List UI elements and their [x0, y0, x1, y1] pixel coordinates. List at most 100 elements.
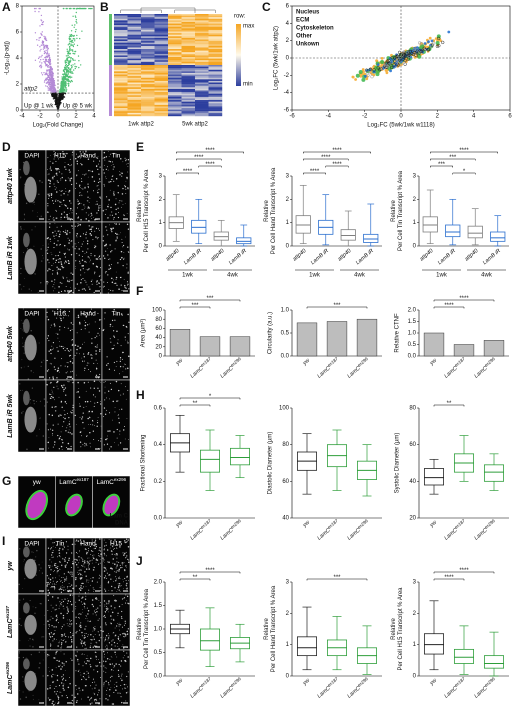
- heatmap-cell: [168, 79, 182, 82]
- label: LamCex296: [472, 676, 498, 700]
- heatmap-cell: [127, 76, 142, 78]
- heatmap-cell: [127, 45, 142, 48]
- panel-letter: I: [2, 534, 5, 548]
- heatmap-cell: [208, 36, 223, 39]
- heatmap-cell: [181, 31, 196, 34]
- heatmap-cell: [168, 25, 182, 27]
- heatmap-cell: [141, 72, 155, 75]
- nucleus-lamina: [65, 493, 83, 517]
- heatmap-cell: [114, 72, 128, 75]
- heatmap-cell: [141, 14, 155, 16]
- heatmap-cell: [195, 79, 209, 82]
- heatmap-cell: [141, 68, 155, 70]
- heatmap-cell: [127, 66, 142, 69]
- heatmap-cell: [127, 82, 142, 85]
- label: LamCex187: [188, 518, 214, 542]
- heatmap-cell: [154, 34, 169, 37]
- heatmap-cell: [141, 88, 155, 91]
- heatmap-cell: [141, 101, 155, 104]
- significance-label: ****: [459, 148, 469, 154]
- heatmap-cell: [141, 71, 155, 74]
- label: LamB iR: [355, 248, 375, 266]
- heatmap-cell: [208, 45, 223, 48]
- heatmap-cell: [195, 57, 209, 59]
- y-tick-label: 4: [16, 56, 20, 62]
- volcano-texture: [58, 7, 93, 94]
- label-superscript: ex187: [327, 356, 340, 368]
- heatmap-cell: [208, 29, 223, 32]
- scale-label: min: [243, 82, 253, 88]
- significance-bracket: [179, 404, 211, 407]
- heatmap-cell: [154, 92, 169, 94]
- heatmap-cell: [154, 41, 169, 43]
- heatmap-cell: [168, 58, 182, 61]
- heatmap-cell: [154, 66, 169, 69]
- heatmap-cell: [195, 17, 209, 19]
- heatmap-cell: [208, 21, 223, 24]
- timepoint-label: 1wk: [436, 273, 448, 279]
- significance-bracket: [433, 578, 465, 581]
- label: LamCex187: [315, 518, 341, 542]
- heatmap-cell: [195, 60, 209, 63]
- significance-bracket: [303, 158, 349, 161]
- heatmap-cell: [127, 47, 142, 50]
- heatmap-cell: [127, 42, 142, 45]
- heatmap-cell: [141, 100, 155, 102]
- heatmap-cell: [154, 52, 169, 55]
- micrograph-texture: [102, 223, 130, 294]
- heatmap-cell: [141, 29, 155, 32]
- heatmap-cell: [114, 39, 128, 42]
- nucleus-lamina: [102, 493, 121, 517]
- heatmap-cell: [168, 21, 182, 24]
- label-name: yw: [301, 677, 312, 687]
- heatmap-cell: [154, 44, 169, 47]
- y-tick-label: 1: [159, 220, 163, 226]
- heatmap-cell: [168, 44, 182, 47]
- heatmap-cell: [195, 100, 209, 102]
- heatmap-cell: [114, 60, 128, 63]
- micrograph: [73, 307, 103, 381]
- heatmap-cell: [181, 111, 196, 114]
- heatmap-cell: [168, 47, 182, 50]
- heatmap-cell: [168, 71, 182, 74]
- heatmap-cell: [208, 61, 223, 64]
- y-tick-label: 0.0: [408, 354, 417, 360]
- heatmap-cell: [154, 50, 169, 53]
- heatmap-cell: [141, 33, 155, 35]
- significance-bracket: [430, 151, 498, 154]
- y-axis-title: Per Cell H15 Transcript % Area: [398, 587, 404, 671]
- label-superscript: ex187: [200, 518, 213, 530]
- heatmap-cell: [168, 31, 182, 34]
- heatmap-cell: [168, 14, 182, 16]
- heatmap-cell: [114, 44, 128, 47]
- heatmap-cell: [181, 42, 196, 45]
- heatmap-cell: [195, 96, 209, 99]
- heatmap-cell: [195, 109, 209, 112]
- heatmap-cell: [127, 92, 142, 94]
- heatmap-cell: [114, 31, 128, 34]
- heatmap-cell: [141, 60, 155, 63]
- heatmap-cell: [154, 96, 169, 99]
- heatmap-cell: [154, 20, 169, 23]
- heatmap-cell: [181, 82, 196, 85]
- heatmap-cell: [114, 50, 128, 53]
- heatmap-cell: [195, 65, 209, 67]
- panel-letter: D: [2, 140, 11, 154]
- heatmap-cell: [181, 23, 196, 26]
- heatmap-cell: [154, 47, 169, 50]
- significance-label: ****: [321, 155, 331, 161]
- significance-label: ***: [191, 303, 199, 309]
- x-tick-label: -4: [19, 114, 25, 120]
- heatmap-cell: [208, 63, 223, 66]
- heatmap-cell: [195, 108, 209, 110]
- nucleus: [23, 160, 30, 176]
- significance-label: *: [209, 394, 212, 400]
- y-tick-label: 100: [279, 406, 290, 412]
- heatmap-cell: [181, 95, 196, 98]
- heatmap-cell: [127, 104, 142, 107]
- heatmap-cell: [141, 23, 155, 26]
- y-axis-title: Relative: [264, 200, 270, 222]
- heatmap-cell: [114, 108, 128, 110]
- heatmap-cell: [114, 98, 128, 101]
- heatmap-cell: [141, 26, 155, 29]
